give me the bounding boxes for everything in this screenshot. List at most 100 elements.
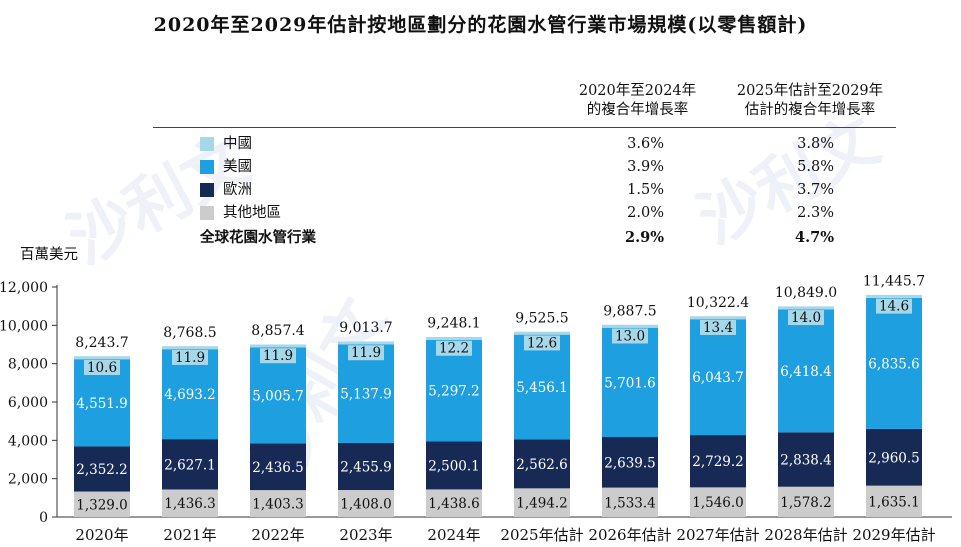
- legend-swatch: [200, 183, 214, 197]
- bar-segment: [514, 334, 570, 440]
- y-tick-label: 2,000: [8, 472, 48, 488]
- data-label: 2,627.1: [164, 457, 216, 473]
- bar-segment: [74, 446, 130, 492]
- bar-segment: [866, 428, 922, 486]
- data-label: 1,403.3: [252, 497, 304, 513]
- bar-segment: [338, 341, 394, 345]
- data-label: 2,838.4: [780, 453, 832, 469]
- cagr-value: 1.5%: [627, 182, 664, 198]
- cagr-value: 3.8%: [797, 136, 834, 152]
- total-label: 10,322.4: [687, 295, 749, 311]
- cagr-value: 2.0%: [627, 205, 664, 221]
- x-tick-label: 2025年估計: [500, 526, 583, 544]
- data-label: 5,137.9: [340, 387, 392, 403]
- data-label: 1,329.0: [76, 497, 128, 513]
- data-label: 4,693.2: [164, 387, 216, 403]
- data-label: 2,562.6: [516, 457, 568, 473]
- total-label: 8,857.4: [251, 323, 305, 339]
- total-label: 8,243.7: [75, 335, 128, 351]
- data-label: 2,455.9: [340, 459, 392, 475]
- bar-segment: [690, 487, 746, 517]
- bar-segment: [866, 294, 922, 298]
- header-line: 的複合年增長率: [586, 102, 689, 118]
- y-tick-label: 4,000: [8, 433, 48, 449]
- data-label: 11.9: [175, 350, 205, 366]
- data-label: 5,005.7: [252, 388, 304, 404]
- cagr-header-2020-2024: 2020年至2024年 的複合年增長率: [565, 82, 710, 120]
- china-label-box: [436, 340, 472, 356]
- legend-label: 歐洲: [223, 182, 252, 198]
- bar-segment: [74, 356, 130, 360]
- cagr-value: 5.8%: [797, 159, 834, 175]
- data-label: 6,418.4: [780, 364, 832, 380]
- data-label: 11.9: [263, 348, 293, 364]
- x-tick-label: 2020年: [75, 526, 128, 544]
- data-label: 4,551.9: [76, 396, 128, 412]
- china-label-box: [876, 298, 912, 314]
- data-label: 2,639.5: [604, 455, 656, 471]
- bar-segment: [426, 336, 482, 340]
- data-label: 1,408.0: [340, 497, 392, 513]
- x-tick-label: 2021年: [163, 526, 216, 544]
- china-label-box: [260, 348, 296, 364]
- data-label: 2,960.5: [868, 450, 920, 466]
- data-label: 13.0: [615, 328, 645, 344]
- data-label: 12.6: [527, 335, 557, 351]
- bar-segment: [338, 490, 394, 517]
- cagr-value: 3.6%: [627, 136, 664, 152]
- y-tick-label: 12,000: [0, 280, 48, 296]
- bar-segment: [338, 344, 394, 443]
- data-label: 10.6: [87, 360, 117, 376]
- header-line: 2025年估計至2029年: [736, 83, 884, 99]
- data-label: 2,436.5: [252, 460, 304, 476]
- x-tick-label: 2026年估計: [588, 526, 671, 544]
- data-label: 1,546.0: [692, 495, 744, 511]
- legend-swatch: [200, 206, 214, 220]
- bar-segment: [514, 331, 570, 335]
- legend-label: 其他地區: [223, 205, 281, 221]
- total-label: 9,887.5: [603, 303, 656, 319]
- y-tick-label: 10,000: [0, 318, 48, 334]
- bar-segment: [162, 489, 218, 517]
- legend-swatch: [200, 137, 214, 151]
- table-divider: [153, 127, 896, 128]
- bar-segment: [338, 442, 394, 491]
- data-label: 1,436.3: [164, 496, 216, 512]
- data-label: 13.4: [703, 320, 733, 336]
- data-label: 1,494.2: [516, 496, 568, 512]
- china-label-box: [612, 328, 648, 344]
- data-label: 1,533.4: [604, 495, 656, 511]
- legend-swatch: [200, 160, 214, 174]
- bar-segment: [250, 347, 306, 444]
- y-tick-label: 6,000: [8, 395, 48, 411]
- china-label-box: [84, 359, 120, 375]
- china-label-box: [700, 319, 736, 335]
- bar-segment: [250, 490, 306, 517]
- cagr-value-total: 4.7%: [794, 229, 834, 246]
- data-label: 14.6: [879, 299, 909, 315]
- bar-segment: [250, 443, 306, 491]
- bar-segment: [778, 306, 834, 310]
- y-tick-label: 0: [39, 510, 48, 526]
- cagr-value-total: 2.9%: [624, 229, 664, 246]
- data-label: 5,701.6: [604, 375, 656, 391]
- total-label: 9,248.1: [427, 316, 480, 332]
- bar-segment: [778, 309, 834, 433]
- data-label: 12.2: [439, 341, 469, 357]
- bar-segment: [426, 489, 482, 517]
- cagr-value: 3.9%: [627, 159, 664, 175]
- data-label: 2,352.2: [76, 462, 128, 478]
- cagr-header-2025-2029: 2025年估計至2029年 估計的複合年增長率: [720, 82, 900, 120]
- bar-segment: [514, 488, 570, 517]
- bar-segment: [74, 491, 130, 517]
- total-label: 8,768.5: [163, 325, 216, 341]
- bar-segment: [602, 327, 658, 438]
- data-label: 2,500.1: [428, 458, 480, 474]
- bar-segment: [514, 439, 570, 489]
- data-label: 14.0: [791, 310, 821, 326]
- bar-segment: [866, 297, 922, 429]
- cagr-value: 2.3%: [797, 205, 834, 221]
- data-label: 6,043.7: [692, 370, 744, 386]
- data-label: 2,729.2: [692, 454, 744, 470]
